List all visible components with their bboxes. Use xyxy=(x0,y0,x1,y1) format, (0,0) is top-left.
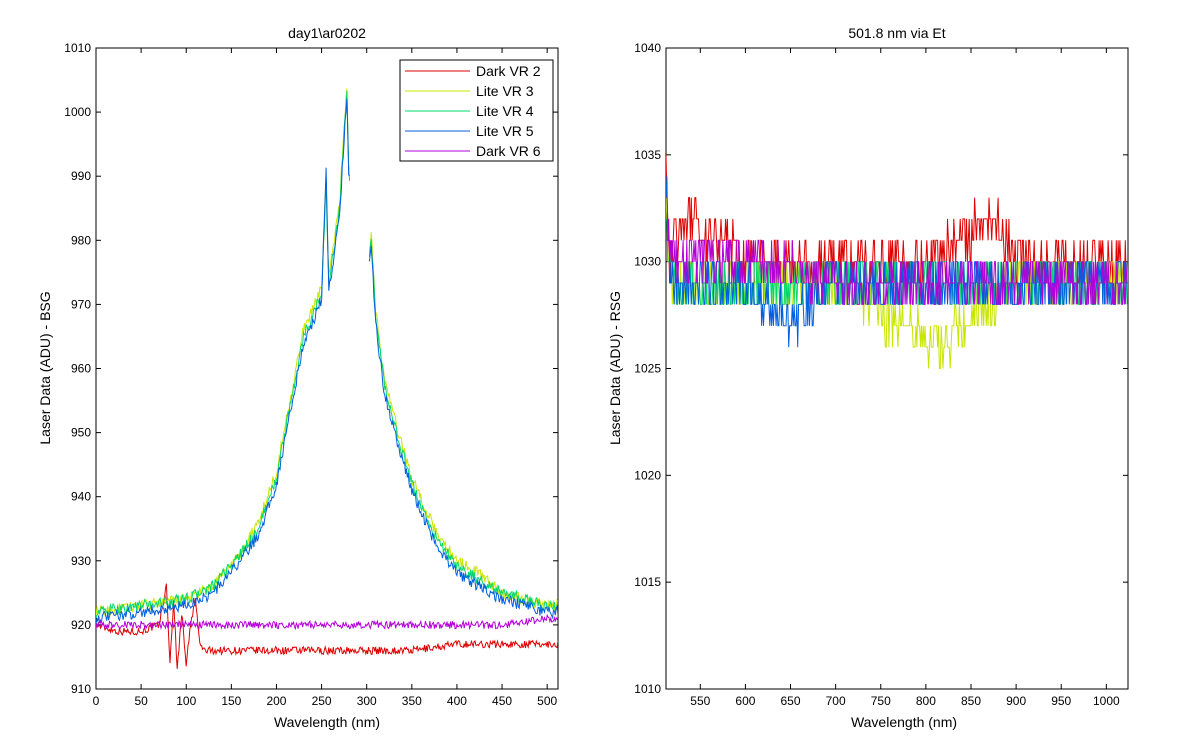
series-line-lite-vr-4 xyxy=(96,90,558,618)
left-plot: day1\ar0202 0 50 100 150 200 250 300 350 400 450 5… xyxy=(37,25,559,730)
x-tick-label: 450 xyxy=(492,694,512,708)
y-tick-label: 930 xyxy=(71,554,91,568)
x-tick-label: 250 xyxy=(312,694,332,708)
y-tick-label: 1030 xyxy=(634,255,661,269)
left-y-axis-label: Laser Data (ADU) - BSG xyxy=(37,291,53,444)
left-x-axis-label: Wavelength (nm) xyxy=(274,714,380,730)
legend-entry: Lite VR 5 xyxy=(476,123,534,139)
x-tick-label: 300 xyxy=(357,694,377,708)
y-tick-label: 960 xyxy=(71,362,91,376)
x-tick-label: 850 xyxy=(961,694,981,708)
y-tick-label: 1010 xyxy=(64,41,91,55)
x-tick-label: 100 xyxy=(176,694,196,708)
x-tick-label: 950 xyxy=(1051,694,1071,708)
x-tick-label: 900 xyxy=(1006,694,1026,708)
y-tick-label: 1040 xyxy=(634,41,661,55)
y-tick-label: 970 xyxy=(71,297,91,311)
right-x-axis-label: Wavelength (nm) xyxy=(851,714,957,730)
series-line-lite-vr-5 xyxy=(96,98,558,625)
right-plot: 501.8 nm via Et 550 600 650 700 750 800 850 900… xyxy=(607,25,1129,730)
right-plot-title: 501.8 nm via Et xyxy=(848,25,945,41)
x-tick-label: 200 xyxy=(266,694,286,708)
y-tick-label: 1035 xyxy=(634,148,661,162)
y-tick-label: 980 xyxy=(71,233,91,247)
y-tick-label: 1010 xyxy=(634,682,661,696)
left-x-ticks: 0 50 100 150 200 250 300 350 400 450 500 xyxy=(93,48,558,708)
y-tick-label: 940 xyxy=(71,490,91,504)
x-tick-label: 650 xyxy=(781,694,801,708)
left-plot-title: day1\ar0202 xyxy=(288,25,366,41)
x-tick-label: 400 xyxy=(447,694,467,708)
y-tick-label: 1020 xyxy=(634,468,661,482)
left-y-ticks: 910 920 930 940 950 960 970 980 990 1000 1010 xyxy=(64,41,558,696)
right-x-ticks: 550 600 650 700 750 800 850 900 950 1000 xyxy=(690,48,1120,708)
right-plot-area xyxy=(665,47,1129,690)
left-series-lines xyxy=(96,88,558,669)
right-y-axis-label: Laser Data (ADU) - RSG xyxy=(607,291,623,445)
y-tick-label: 990 xyxy=(71,169,91,183)
x-tick-label: 550 xyxy=(690,694,710,708)
legend-entry: Lite VR 4 xyxy=(476,103,534,119)
x-tick-label: 150 xyxy=(221,694,241,708)
y-tick-label: 1025 xyxy=(634,362,661,376)
x-tick-label: 600 xyxy=(735,694,755,708)
series-line-dark-vr-2 xyxy=(96,583,558,669)
x-tick-label: 350 xyxy=(402,694,422,708)
x-tick-label: 0 xyxy=(93,694,100,708)
y-tick-label: 910 xyxy=(71,682,91,696)
x-tick-label: 750 xyxy=(871,694,891,708)
x-tick-label: 1000 xyxy=(1093,694,1120,708)
legend: Dark VR 2 Lite VR 3 Lite VR 4 Lite VR 5 Dark… xyxy=(399,59,554,162)
legend-entry: Dark VR 2 xyxy=(476,63,541,79)
y-tick-label: 950 xyxy=(71,426,91,440)
legend-entry: Dark VR 6 xyxy=(476,143,541,159)
y-tick-label: 1015 xyxy=(634,575,661,589)
series-line-dark-vr-6 xyxy=(666,218,1128,305)
x-tick-label: 50 xyxy=(134,694,148,708)
right-series-lines xyxy=(666,154,1128,369)
x-tick-label: 500 xyxy=(537,694,557,708)
legend-entry: Lite VR 3 xyxy=(476,83,534,99)
y-tick-label: 920 xyxy=(71,618,91,632)
x-tick-label: 700 xyxy=(826,694,846,708)
y-tick-label: 1000 xyxy=(64,105,91,119)
right-y-ticks: 1010 1015 1020 1025 1030 1035 1040 xyxy=(634,41,1128,696)
series-line-dark-vr-6 xyxy=(96,613,558,631)
x-tick-label: 800 xyxy=(916,694,936,708)
